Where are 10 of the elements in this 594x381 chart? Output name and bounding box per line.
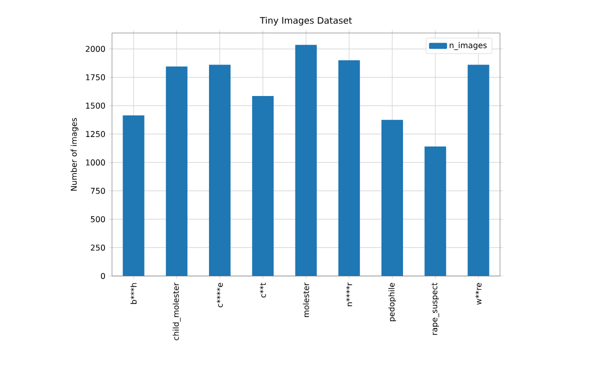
- chart-title: Tiny Images Dataset: [260, 16, 352, 26]
- bar: [252, 96, 274, 276]
- bar: [122, 115, 144, 276]
- bar: [209, 64, 231, 276]
- bar: [338, 60, 360, 276]
- bar: [381, 120, 404, 276]
- bar: [468, 64, 490, 276]
- bar: [166, 66, 188, 276]
- bar: [295, 44, 317, 276]
- bar: [424, 146, 446, 276]
